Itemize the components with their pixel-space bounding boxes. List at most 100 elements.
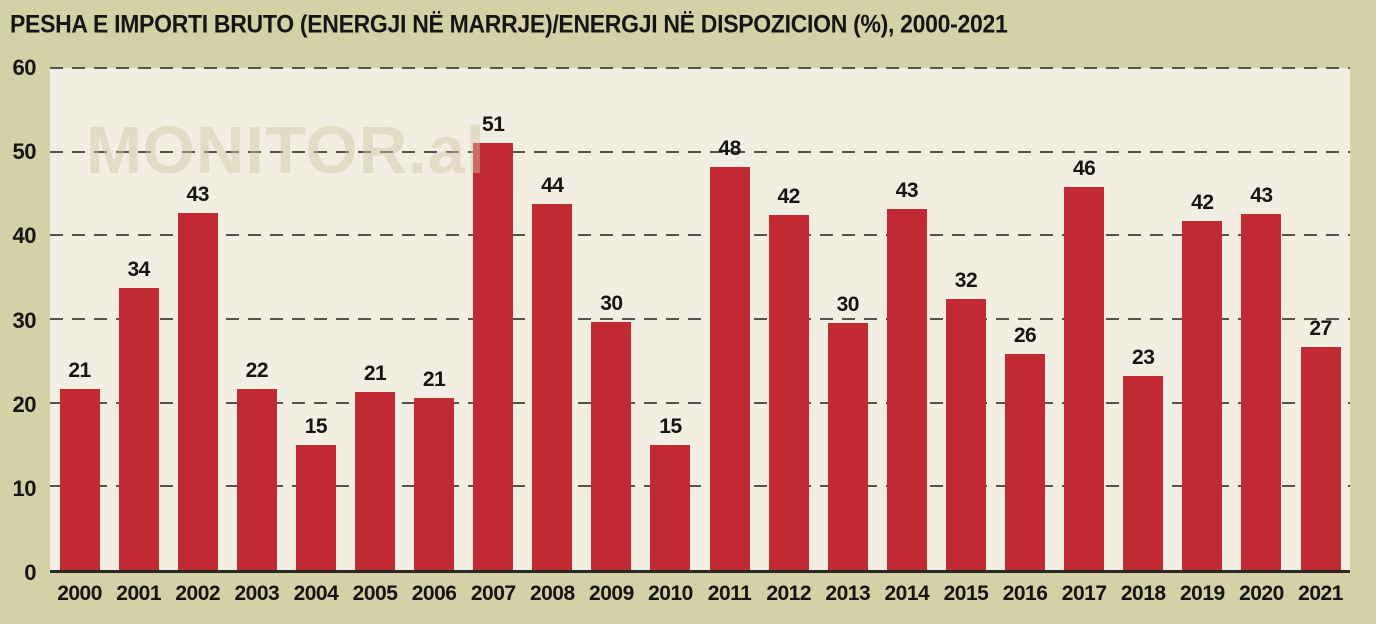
bar-value-label-2006: 21: [422, 368, 446, 392]
bars-container: 21 34 43 22 15 21 21 51 44 30 15 48 42 30 43 32 26 46 23 42…: [50, 68, 1350, 570]
y-axis-tick-label-40: 40: [12, 223, 37, 249]
bar-2020: [1241, 214, 1282, 570]
x-axis-label-2017: 2017: [1061, 582, 1107, 605]
x-axis-label-2015: 2015: [943, 582, 989, 605]
x-axis-label-2013: 2013: [825, 582, 871, 605]
x-axis-label-2019: 2019: [1179, 582, 1225, 605]
bar-2001: [118, 288, 159, 570]
y-axis-tick-label-20: 20: [12, 391, 37, 417]
bar-group-2008: 44: [523, 68, 582, 570]
bar-value-label-2015: 32: [954, 268, 978, 292]
bar-value-label-2017: 46: [1072, 156, 1096, 180]
bar-group-2015: 32: [936, 68, 995, 570]
bar-group-2007: 51: [464, 68, 523, 570]
bar-group-2000: 21: [50, 68, 109, 570]
bar-2003: [236, 389, 277, 570]
bar-2011: [709, 166, 750, 570]
bar-value-label-2014: 43: [895, 179, 919, 203]
bar-value-label-2004: 15: [304, 415, 328, 439]
bar-value-label-2005: 21: [363, 361, 387, 385]
bar-group-2003: 22: [227, 68, 286, 570]
bar-value-label-2012: 42: [777, 185, 800, 209]
bar-2009: [591, 322, 632, 570]
gridline-60: [50, 67, 1350, 69]
bar-2018: [1123, 375, 1164, 570]
bar-2012: [768, 215, 809, 570]
bar-2019: [1182, 221, 1223, 570]
bar-group-2014: 43: [877, 68, 936, 570]
bar-2005: [355, 391, 396, 570]
bar-2008: [532, 203, 573, 570]
bar-value-label-2003: 22: [245, 359, 269, 383]
y-axis-tick-label-30: 30: [12, 307, 37, 333]
gridline-10: [50, 485, 1350, 488]
bar-group-2011: 48: [700, 68, 759, 570]
bar-value-label-2021: 27: [1309, 317, 1332, 341]
bar-2013: [827, 323, 868, 570]
bar-group-2006: 21: [405, 68, 464, 570]
x-axis-label-2008: 2008: [529, 582, 575, 605]
x-axis-label-2006: 2006: [411, 582, 457, 605]
bar-2007: [473, 143, 514, 570]
bar-value-label-2007: 51: [482, 113, 505, 137]
bar-group-2019: 42: [1173, 68, 1232, 570]
y-axis-tick-label-0: 0: [24, 560, 36, 585]
bar-group-2017: 46: [1055, 68, 1114, 570]
bar-value-label-2019: 42: [1191, 191, 1214, 215]
bar-group-2016: 26: [996, 68, 1055, 570]
x-axis-label-2016: 2016: [1002, 582, 1048, 605]
y-axis: 0 10 20 30 40 50 60: [0, 55, 42, 585]
x-axis-label-2000: 2000: [57, 582, 102, 605]
bar-value-label-2011: 48: [718, 136, 741, 160]
bar-2004: [295, 445, 336, 570]
x-axis-label-2018: 2018: [1120, 582, 1166, 605]
x-axis-label-2009: 2009: [589, 582, 634, 605]
bar-value-label-2002: 43: [186, 182, 210, 206]
bar-value-label-2008: 44: [541, 173, 564, 197]
bar-group-2021: 27: [1291, 68, 1350, 570]
bar-group-2005: 21: [345, 68, 404, 570]
x-axis-label-2005: 2005: [352, 582, 398, 605]
chart-title: PESHA E IMPORTI BRUTO (ENERGJI NË MARRJE…: [10, 10, 1008, 39]
bar-value-label-2018: 23: [1132, 345, 1155, 369]
bar-2000: [59, 389, 100, 570]
bar-2017: [1064, 186, 1105, 570]
bar-group-2001: 34: [109, 68, 168, 570]
bar-group-2012: 42: [759, 68, 818, 570]
x-axis-label-2011: 2011: [707, 582, 752, 605]
bar-group-2020: 43: [1232, 68, 1291, 570]
y-axis-tick-label-10: 10: [12, 475, 37, 501]
bar-2010: [650, 445, 691, 570]
bar-value-label-2016: 26: [1013, 324, 1037, 348]
bar-group-2010: 15: [641, 68, 700, 570]
bar-value-label-2000: 21: [68, 359, 91, 383]
bar-2016: [1005, 354, 1046, 570]
x-axis-label-2003: 2003: [234, 582, 280, 605]
bar-group-2013: 30: [818, 68, 877, 570]
x-axis-label-2007: 2007: [470, 582, 516, 605]
gridline-30: [50, 318, 1350, 320]
x-axis: 2000 2001 2002 2003 2004 2005 2006 2007 2008 2009…: [50, 580, 1350, 610]
x-axis-label-2012: 2012: [766, 582, 812, 605]
x-axis-label-2021: 2021: [1298, 582, 1343, 605]
bar-group-2004: 15: [286, 68, 345, 570]
y-axis-tick-label-50: 50: [12, 139, 37, 165]
bar-2021: [1300, 347, 1341, 570]
bar-2015: [945, 298, 986, 570]
bar-value-label-2020: 43: [1250, 184, 1273, 208]
gridline-40: [50, 234, 1350, 237]
plot-area: 21 34 43 22 15 21 21 51 44 30 15 48 42 30 43 32 26 46 23 42…: [50, 67, 1350, 573]
bar-value-label-2009: 30: [600, 292, 623, 316]
bar-value-label-2001: 34: [127, 258, 150, 282]
x-axis-label-2001: 2001: [116, 582, 161, 605]
gridline-20: [50, 401, 1350, 404]
x-axis-label-2004: 2004: [293, 582, 339, 605]
bar-2014: [886, 209, 927, 570]
y-axis-tick-label-60: 60: [12, 55, 37, 80]
bar-2002: [177, 212, 218, 570]
bar-group-2018: 23: [1114, 68, 1173, 570]
bar-value-label-2013: 30: [836, 293, 860, 317]
bar-group-2002: 43: [168, 68, 227, 570]
x-axis-label-2020: 2020: [1239, 582, 1284, 605]
bar-2006: [414, 398, 455, 570]
